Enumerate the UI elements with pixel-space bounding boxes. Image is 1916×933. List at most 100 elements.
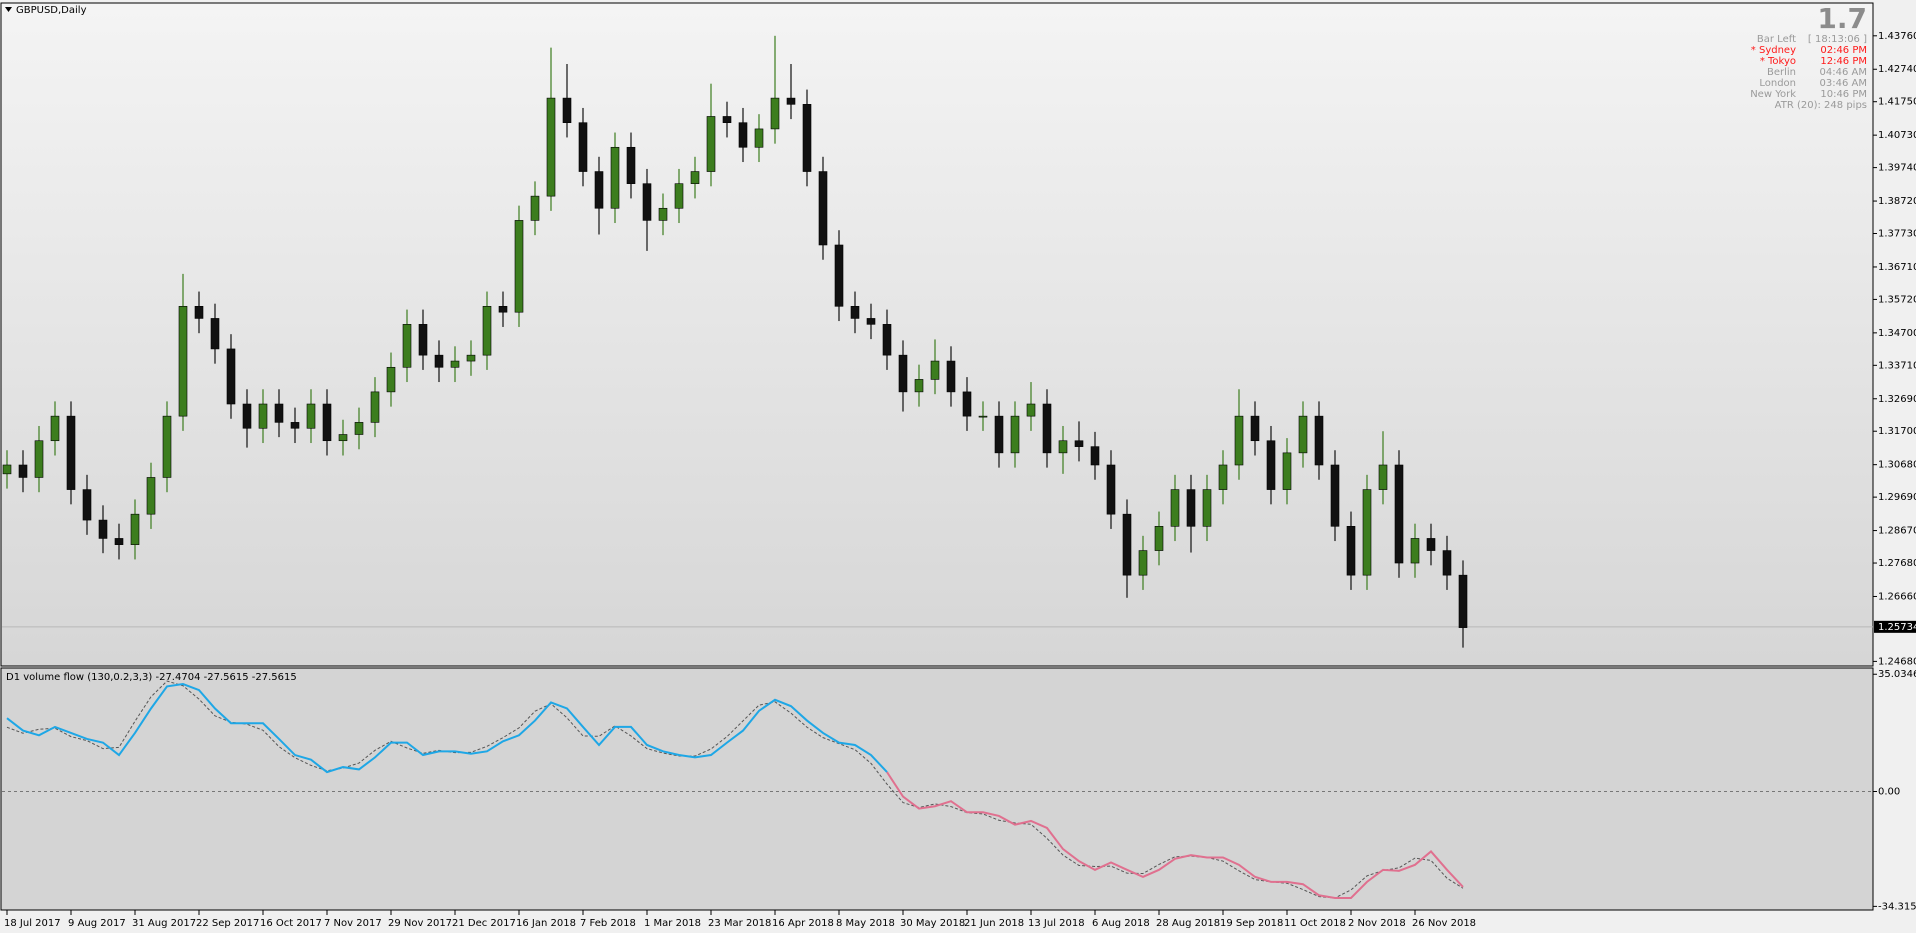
candle-body [706,116,716,172]
candle-body [1154,526,1164,551]
info-label: Berlin [1767,67,1796,78]
x-tick-label: 16 Oct 2017 [260,918,322,929]
x-tick-label: 7 Nov 2017 [324,918,382,929]
candle-body [1330,464,1340,527]
candle-body [1042,403,1052,454]
y-tick-label: 0.00 [1878,787,1900,798]
candle-body [530,195,540,221]
atr-label: ATR (20): 248 pips [1775,100,1867,111]
candle-body [1250,415,1260,442]
x-tick-label: 2 Nov 2018 [1348,918,1406,929]
x-tick-label: 11 Oct 2018 [1284,918,1346,929]
indicator-title: D1 volume flow (130,0.2,3,3) -27.4704 -2… [6,672,297,683]
candle-body [914,379,924,393]
info-value: 02:46 PM [1820,45,1867,56]
y-tick-label: 1.29690 [1878,492,1916,503]
candle-body [354,422,364,435]
info-label: Bar Left [1757,34,1796,45]
x-tick-label: 30 May 2018 [900,918,965,929]
x-tick-label: 1 Mar 2018 [644,918,701,929]
info-label: * Tokyo [1760,56,1796,67]
x-tick-label: 29 Nov 2017 [388,918,452,929]
candle-body [722,116,732,123]
candle-body [242,403,252,429]
candle-body [642,183,652,221]
candle-body [290,422,300,429]
y-tick-label: 1.41750 [1878,97,1916,108]
info-label: New York [1750,89,1796,100]
candle-body [610,146,620,209]
last-price-label: 1.25734 [1878,622,1916,633]
candle-body [274,403,284,423]
candle-body [882,324,892,356]
candle-body [194,306,204,319]
x-tick-label: 16 Jan 2018 [516,918,576,929]
last-price-box [1874,620,1916,633]
menu-triangle[interactable] [5,7,12,12]
info-value: 04:46 AM [1820,67,1867,78]
candle-body [738,122,748,148]
candle-body [658,207,668,221]
candle-body [1426,538,1436,551]
candle-body [418,324,428,356]
candle-body [1218,464,1228,490]
candle-body [626,146,636,184]
candle-body [1458,574,1468,628]
candle-body [1010,415,1020,454]
chart-title: GBPUSD,Daily [16,5,87,16]
candle-body [1074,440,1084,447]
candle-body [178,306,188,417]
price-panel [0,2,1874,667]
y-tick-label: 1.43760 [1878,31,1916,42]
candle-body [690,171,700,184]
candle-body [1314,415,1324,466]
candle-body [1202,489,1212,527]
candle-body [1442,550,1452,576]
info-label: London [1759,78,1796,89]
candle-body [786,97,796,105]
candle-body [130,513,140,545]
candle-body [850,306,860,319]
y-tick-label: 1.28670 [1878,526,1916,537]
y-tick-label: 1.38720 [1878,196,1916,207]
candle-body [962,391,972,417]
x-tick-label: 26 Nov 2018 [1412,918,1476,929]
candle-body [898,354,908,393]
signal-line [6,680,1464,899]
info-value: [ 18:13:06 ] [1808,34,1867,45]
candle-body [162,415,172,478]
y-tick-label: 1.36710 [1878,262,1916,273]
candle-body [1346,526,1356,576]
candle-body [82,489,92,521]
info-value: 12:46 PM [1820,56,1867,67]
candle-body [562,97,572,123]
candle-body [1026,403,1036,417]
candle-body [338,434,348,442]
x-tick-label: 13 Jul 2018 [1028,918,1085,929]
candle-body [946,360,956,393]
candle-body [1122,513,1132,576]
candle-body [402,324,412,368]
x-tick-label: 22 Sep 2017 [196,918,259,929]
candle-body [466,354,476,362]
indicator-panel [0,667,1874,911]
candle-body [1266,440,1276,490]
candle-body [210,318,220,350]
candle-body [1106,464,1116,515]
candle-body [98,519,108,539]
x-tick-label: 18 Jul 2017 [4,918,61,929]
y-tick-label: -34.3155 [1878,901,1916,912]
candle-body [546,97,556,197]
candle-body [978,415,988,418]
y-tick-label: 35.0346 [1878,669,1916,680]
candle-body [434,354,444,368]
candle-body [578,122,588,172]
y-tick-label: 1.31700 [1878,426,1916,437]
candle-body [514,220,524,313]
candle-body [34,440,44,478]
x-tick-label: 19 Sep 2018 [1220,918,1283,929]
y-tick-label: 1.27680 [1878,558,1916,569]
y-tick-label: 1.30680 [1878,460,1916,471]
